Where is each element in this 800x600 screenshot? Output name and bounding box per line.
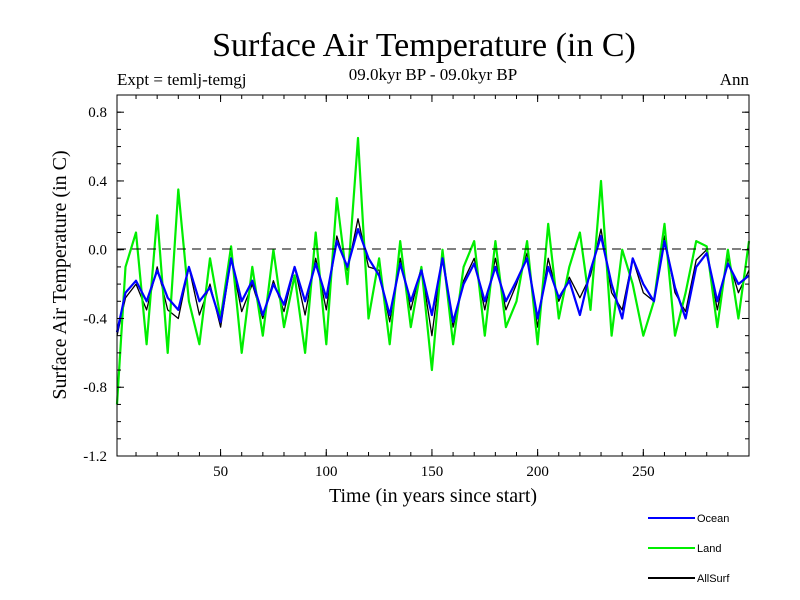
y-axis-label: Surface Air Temperature (in C) (49, 150, 71, 399)
experiment-label: Expt = temlj-temgj (117, 70, 247, 89)
legend-label-ocean: Ocean (697, 513, 729, 525)
season-label: Ann (720, 70, 750, 89)
y-tick-label: 0.4 (88, 174, 107, 190)
x-tick-label: 200 (526, 464, 549, 480)
y-tick-label: 0.8 (88, 105, 107, 121)
y-tick-label: -0.4 (83, 311, 107, 327)
y-tick-label: -0.8 (83, 380, 107, 396)
series-line-allsurf (116, 218, 750, 337)
x-axis: 50 100 150 200 250 (135, 95, 729, 480)
chart-subtitle: 09.0kyr BP - 09.0kyr BP (349, 65, 517, 84)
chart-title: Surface Air Temperature (in C) (212, 27, 636, 64)
legend-label-land: Land (697, 543, 721, 555)
series-line-land (115, 136, 751, 405)
y-tick-label: 0.0 (88, 243, 107, 259)
legend-label-allsurf: AllSurf (697, 573, 730, 585)
x-axis-label: Time (in years since start) (329, 485, 537, 507)
legend: Ocean Land AllSurf (648, 513, 730, 585)
series-layer (115, 136, 751, 405)
plot-frame (116, 94, 750, 457)
series-line-ocean (115, 228, 750, 333)
y-tick-label: -1.2 (83, 449, 107, 465)
x-tick-label: 250 (632, 464, 655, 480)
y-axis: 0.8 0.4 0.0 -0.4 -0.8 -1.2 (83, 94, 749, 465)
x-tick-label: 100 (315, 464, 338, 480)
x-tick-label: 50 (213, 464, 228, 480)
x-tick-label: 150 (421, 464, 444, 480)
